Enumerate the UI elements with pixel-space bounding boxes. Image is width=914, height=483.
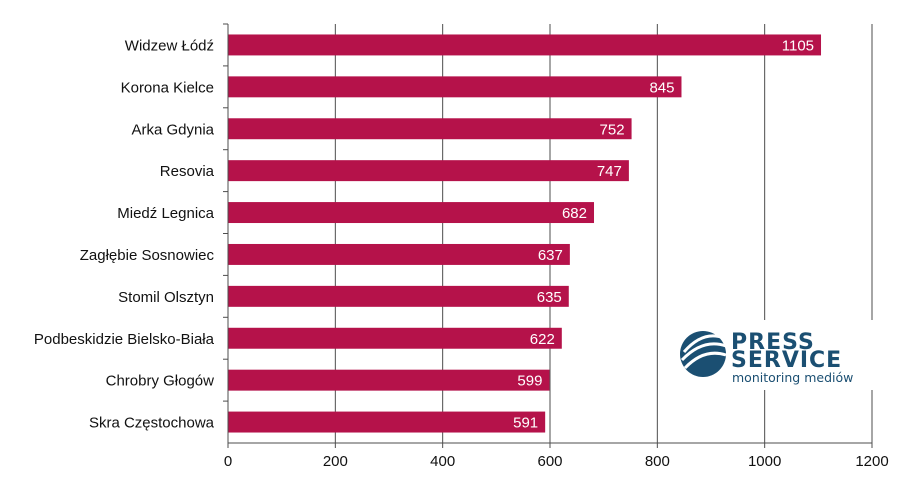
category-label: Stomil Olsztyn <box>118 289 214 306</box>
bar-value-label: 752 <box>600 121 625 138</box>
bar-value-label: 599 <box>517 373 542 390</box>
logo-tagline: monitoring mediów <box>732 370 853 385</box>
bar <box>228 411 546 433</box>
category-label: Widzew Łódź <box>125 37 214 54</box>
press-service-logo: PRESS SERVICE monitoring mediów <box>666 320 874 390</box>
logo-line1: PRESS <box>731 330 815 355</box>
category-label: Chrobry Głogów <box>106 373 215 390</box>
category-label: Arka Gdynia <box>131 121 214 138</box>
category-label: Resovia <box>160 163 215 180</box>
category-label: Podbeskidzie Bielsko-Biała <box>34 331 215 348</box>
category-labels: Widzew Łódź Korona Kielce Arka Gdynia Reso… <box>34 23 228 432</box>
logo-line2: SERVICE <box>731 348 842 373</box>
bar-value-label: 591 <box>513 415 538 432</box>
bar-value-label: 747 <box>597 163 622 180</box>
bar <box>228 76 682 98</box>
bar <box>228 202 595 224</box>
bar <box>228 243 570 265</box>
bar <box>228 34 822 56</box>
logo-emblem-icon <box>680 331 727 377</box>
bars: 1105 845 752 747 682 637 635 622 599 591 <box>228 34 822 433</box>
x-tick-label: 200 <box>323 453 348 470</box>
x-tick-label: 1200 <box>855 453 888 470</box>
bar-value-label: 637 <box>538 247 563 264</box>
x-tick-label: 1000 <box>748 453 781 470</box>
bar <box>228 118 632 140</box>
bar <box>228 285 569 307</box>
bar-value-label: 1105 <box>782 37 814 54</box>
bar <box>228 369 550 391</box>
bar-value-label: 622 <box>530 331 555 348</box>
x-tick-label: 400 <box>430 453 455 470</box>
category-label: Zagłębie Sosnowiec <box>80 247 215 264</box>
x-tick-label: 0 <box>224 453 232 470</box>
x-tick-label: 600 <box>537 453 562 470</box>
bar-value-label: 635 <box>537 289 562 306</box>
category-label: Miedź Legnica <box>117 205 214 222</box>
bar-value-label: 845 <box>649 79 674 96</box>
bar <box>228 327 562 349</box>
category-label: Skra Częstochowa <box>89 415 215 432</box>
bar <box>228 160 629 182</box>
category-label: Korona Kielce <box>121 79 214 96</box>
axes <box>227 24 872 444</box>
x-tick-label: 800 <box>645 453 670 470</box>
bar-value-label: 682 <box>562 205 587 222</box>
x-axis-ticks: 0 200 400 600 800 1000 1200 <box>224 443 889 470</box>
